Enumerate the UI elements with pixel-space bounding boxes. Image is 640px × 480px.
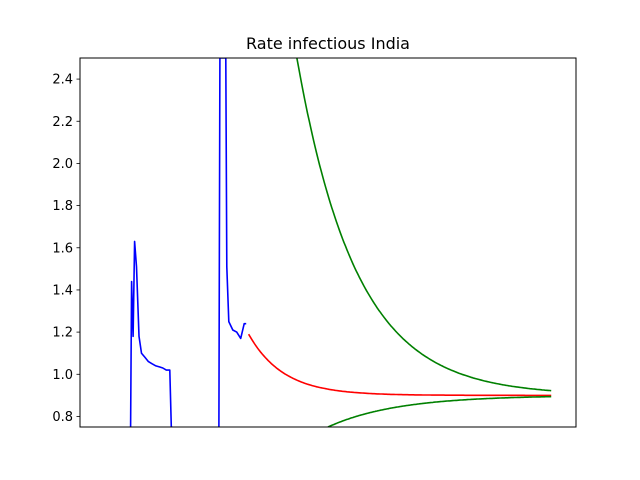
y-tick-label: 0.8 [52, 410, 73, 425]
plot-frame [79, 57, 577, 428]
y-axis-ticks: 0.8 1.0 1.2 1.4 1.6 1.8 2.0 2.2 2.4 [52, 73, 80, 425]
chart-title: Rate infectious India [246, 34, 410, 53]
y-tick-label: 1.4 [52, 283, 73, 298]
y-tick-label: 1.0 [52, 368, 73, 383]
projection-curve [296, 58, 552, 392]
y-tick-label: 1.2 [52, 326, 73, 341]
y-tick-label: 1.6 [52, 241, 73, 256]
y-tick-label: 2.2 [52, 115, 73, 130]
y-tick-label: 2.4 [52, 73, 73, 88]
projection-curve [247, 333, 552, 397]
series-layer [129, 58, 552, 427]
y-tick-label: 2.0 [52, 157, 73, 172]
y-tick-label: 1.8 [52, 199, 73, 214]
projection-curve [327, 395, 552, 427]
observed-rate-line [129, 240, 173, 427]
observed-rate-line [218, 58, 247, 427]
